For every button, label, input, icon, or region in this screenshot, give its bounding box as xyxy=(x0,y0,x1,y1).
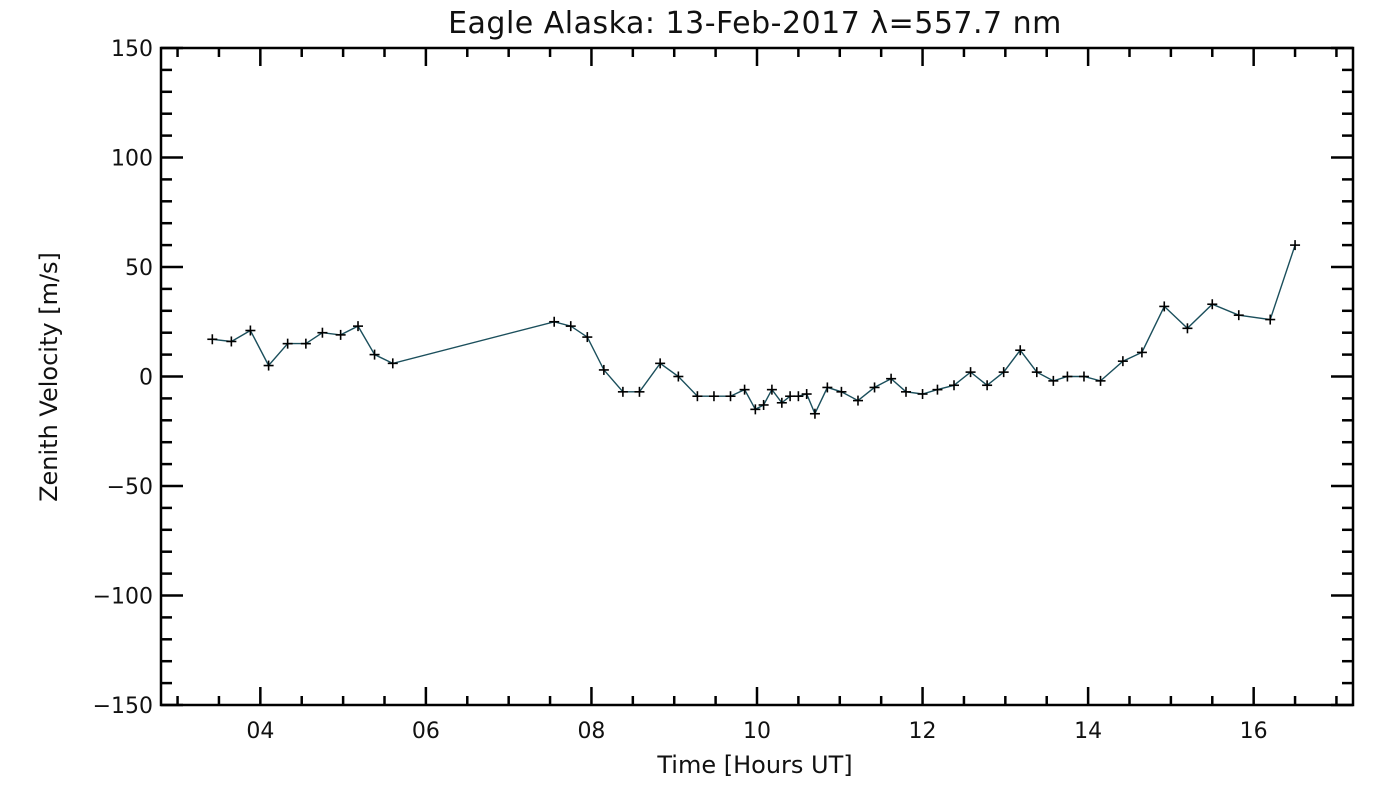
data-point-marker xyxy=(1233,310,1244,321)
data-point-marker xyxy=(549,316,560,327)
data-point-marker xyxy=(965,367,976,378)
y-tick-label: 0 xyxy=(139,366,153,391)
data-point-marker xyxy=(1290,240,1301,251)
data-point-marker xyxy=(335,329,346,340)
data-point-marker xyxy=(886,373,897,384)
y-tick-label: −100 xyxy=(93,585,153,610)
data-point-marker xyxy=(750,404,761,415)
data-point-marker xyxy=(901,386,911,397)
data-point-marker xyxy=(776,397,787,408)
data-point-marker xyxy=(634,386,645,397)
chart-title: Eagle Alaska: 13-Feb-2017 λ=557.7 nm xyxy=(448,6,1062,41)
data-point-marker xyxy=(1031,367,1042,378)
data-point-marker xyxy=(869,382,880,393)
x-tick-label: 08 xyxy=(577,719,605,744)
data-point-marker xyxy=(245,325,256,336)
data-point-marker xyxy=(1136,347,1147,358)
plot-frame xyxy=(159,46,1355,707)
axis-ticks xyxy=(161,46,1353,707)
y-tick-label: −150 xyxy=(93,694,153,719)
series-line xyxy=(212,244,1296,416)
data-point-marker xyxy=(226,336,237,347)
data-point-marker xyxy=(852,395,863,406)
data-point-marker xyxy=(766,384,777,395)
data-point-marker xyxy=(565,321,576,332)
data-point-marker xyxy=(369,349,380,360)
data-point-marker xyxy=(1159,301,1170,312)
data-point-marker xyxy=(917,389,928,400)
x-tick-label: 06 xyxy=(412,719,440,744)
data-point-marker xyxy=(932,384,943,395)
data-point-marker xyxy=(353,321,364,332)
data-point-marker xyxy=(809,408,820,419)
data-point-marker xyxy=(387,358,398,369)
x-axis-title: Time [Hours UT] xyxy=(656,751,852,779)
data-point-marker xyxy=(1095,375,1106,386)
data-point-marker xyxy=(1062,371,1073,382)
data-point-marker xyxy=(692,391,703,402)
data-point-marker xyxy=(1265,314,1276,325)
data-point-marker xyxy=(982,380,993,391)
y-tick-label: −50 xyxy=(107,475,153,500)
data-point-marker xyxy=(1182,323,1193,334)
data-point-marker xyxy=(1117,356,1128,367)
data-point-marker xyxy=(673,371,684,382)
data-point-marker xyxy=(300,338,311,349)
data-point-marker xyxy=(949,380,960,391)
tick-labels: 04 06 08 10 12 14 16 −150 −100 −50 0 50 100 150 xyxy=(93,37,1268,744)
data-point-marker xyxy=(801,389,812,400)
data-point-marker xyxy=(758,399,769,410)
data-point-marker xyxy=(1015,345,1026,356)
data-point-marker xyxy=(708,391,719,402)
data-point-marker xyxy=(998,367,1009,378)
data-point-marker xyxy=(317,327,328,338)
x-tick-label: 10 xyxy=(743,719,771,744)
data-point-marker xyxy=(598,364,609,375)
data-point-marker xyxy=(617,386,628,397)
y-tick-label: 50 xyxy=(125,256,153,281)
data-point-marker xyxy=(725,391,736,402)
data-point-marker xyxy=(655,358,666,369)
data-point-marker xyxy=(207,334,218,345)
data-point-marker xyxy=(822,382,833,393)
data-point-marker xyxy=(1207,299,1218,310)
data-point-marker xyxy=(1078,371,1089,382)
x-tick-label: 12 xyxy=(909,719,937,744)
y-tick-label: 100 xyxy=(111,147,153,172)
x-tick-label: 16 xyxy=(1240,719,1268,744)
data-point-marker xyxy=(836,386,847,397)
y-axis-title: Zenith Velocity [m/s] xyxy=(35,252,63,502)
x-tick-label: 14 xyxy=(1074,719,1102,744)
data-point-marker xyxy=(582,332,593,343)
data-point-marker xyxy=(793,391,804,402)
y-tick-label: 150 xyxy=(111,37,153,62)
data-point-marker xyxy=(282,338,293,349)
data-point-marker xyxy=(739,384,750,395)
x-tick-label: 04 xyxy=(246,719,274,744)
data-series xyxy=(207,240,1301,419)
data-point-marker xyxy=(263,360,274,371)
data-point-marker xyxy=(1048,375,1059,386)
